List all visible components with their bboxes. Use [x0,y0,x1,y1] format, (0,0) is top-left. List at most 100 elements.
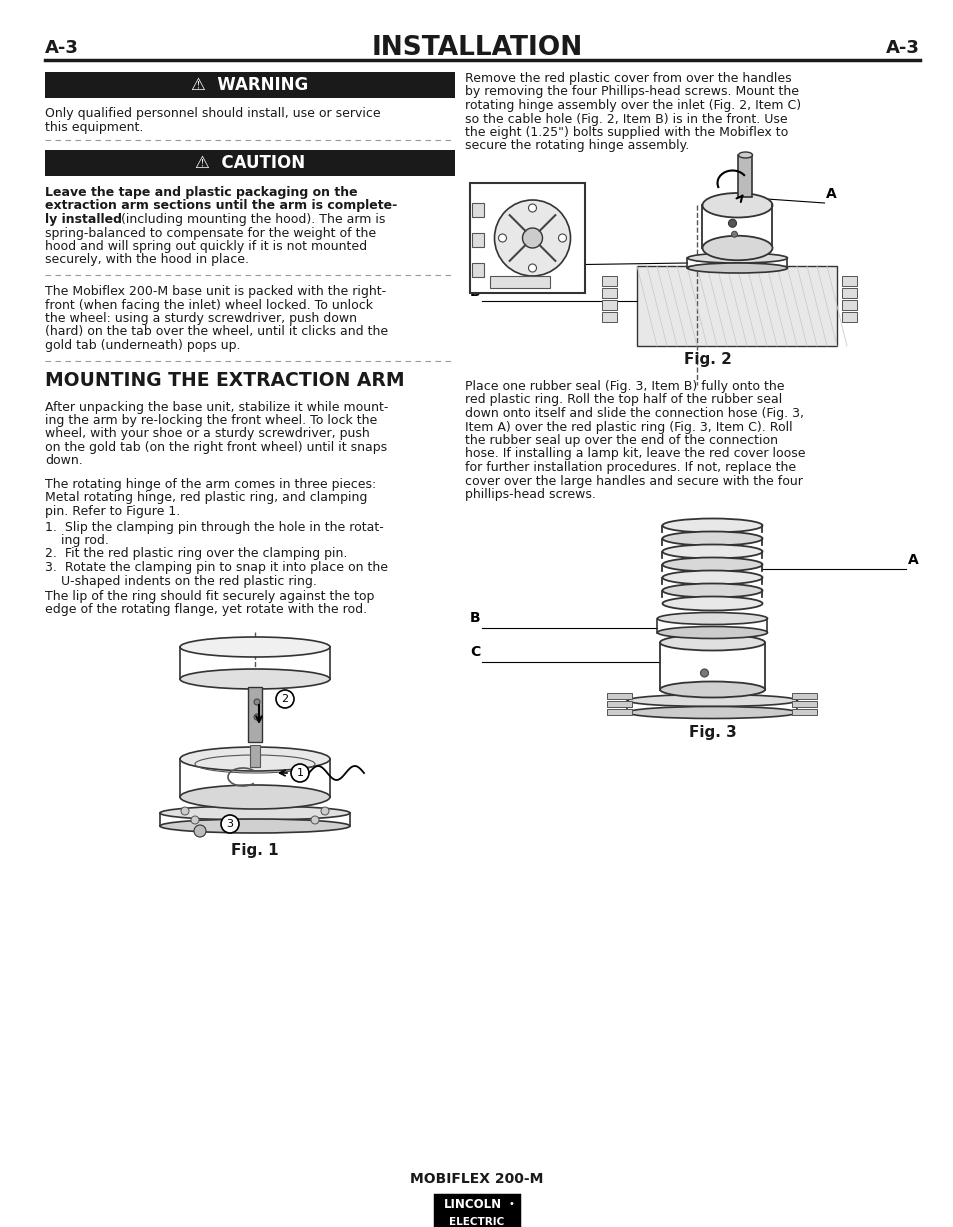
Text: cover over the large handles and secure with the four: cover over the large handles and secure … [464,475,802,487]
Circle shape [221,815,239,833]
Text: down onto itself and slide the connection hose (Fig. 3,: down onto itself and slide the connectio… [464,407,803,420]
Circle shape [320,807,329,815]
Ellipse shape [160,818,350,833]
Text: Place one rubber seal (Fig. 3, Item B) fully onto the: Place one rubber seal (Fig. 3, Item B) f… [464,380,783,393]
Text: MOUNTING THE EXTRACTION ARM: MOUNTING THE EXTRACTION ARM [45,371,404,389]
Text: B: B [470,285,480,299]
Text: ing the arm by re-locking the front wheel. To lock the: ing the arm by re-locking the front whee… [45,413,376,427]
Text: by removing the four Phillips-head screws. Mount the: by removing the four Phillips-head screw… [464,86,799,98]
Text: 3.  Rotate the clamping pin to snap it into place on the: 3. Rotate the clamping pin to snap it in… [45,561,388,574]
Circle shape [731,231,737,237]
Text: secure the rotating hinge assembly.: secure the rotating hinge assembly. [464,140,688,152]
Ellipse shape [180,637,330,656]
Circle shape [291,764,309,782]
Text: on the gold tab (on the right front wheel) until it snaps: on the gold tab (on the right front whee… [45,440,387,454]
Text: (hard) on the tab over the wheel, until it clicks and the: (hard) on the tab over the wheel, until … [45,325,388,339]
Bar [841,312,857,321]
Ellipse shape [661,519,761,533]
Ellipse shape [627,694,797,707]
Text: the wheel: using a sturdy screwdriver, push down: the wheel: using a sturdy screwdriver, p… [45,312,356,325]
Text: securely, with the hood in place.: securely, with the hood in place. [45,254,249,266]
Circle shape [253,714,260,720]
Circle shape [193,825,206,837]
Text: B: B [470,611,480,626]
Bar [436,1196,517,1214]
Text: Fig. 3: Fig. 3 [688,724,736,740]
Text: Remove the red plastic cover from over the handles: Remove the red plastic cover from over t… [464,72,791,85]
Bar [738,155,752,198]
Bar [472,202,483,217]
Circle shape [528,264,536,272]
Text: the eight (1.25") bolts supplied with the Mobiflex to: the eight (1.25") bolts supplied with th… [464,126,787,139]
Text: pin. Refer to Figure 1.: pin. Refer to Figure 1. [45,506,180,518]
Text: phillips-head screws.: phillips-head screws. [464,488,596,501]
Text: Fig. 1: Fig. 1 [231,843,278,858]
Text: Item A) over the red plastic ring (Fig. 3, Item C). Roll: Item A) over the red plastic ring (Fig. … [464,421,792,433]
Ellipse shape [661,584,761,598]
Text: A: A [907,553,918,567]
Bar [435,1195,518,1227]
Text: The lip of the ring should fit securely against the top: The lip of the ring should fit securely … [45,590,374,602]
Text: Fig. 2: Fig. 2 [683,352,731,367]
Ellipse shape [738,152,752,158]
Text: Metal rotating hinge, red plastic ring, and clamping: Metal rotating hinge, red plastic ring, … [45,492,367,504]
Text: The Mobiflex 200-M base unit is packed with the right-: The Mobiflex 200-M base unit is packed w… [45,285,386,298]
Text: 2.  Fit the red plastic ring over the clamping pin.: 2. Fit the red plastic ring over the cla… [45,547,347,561]
Text: ing rod.: ing rod. [45,534,109,547]
Text: The rotating hinge of the arm comes in three pieces:: The rotating hinge of the arm comes in t… [45,479,375,491]
Text: ELECTRIC: ELECTRIC [449,1217,504,1227]
Bar [602,288,617,298]
Ellipse shape [687,263,786,272]
Text: gold tab (underneath) pops up.: gold tab (underneath) pops up. [45,339,240,352]
Text: so the cable hole (Fig. 2, Item B) is in the front. Use: so the cable hole (Fig. 2, Item B) is in… [464,113,787,125]
Ellipse shape [661,545,761,558]
Bar [602,299,617,310]
Circle shape [191,816,199,825]
Text: this equipment.: this equipment. [45,120,143,134]
Text: spring-balanced to compensate for the weight of the: spring-balanced to compensate for the we… [45,227,375,239]
Text: A: A [824,187,836,201]
Ellipse shape [160,806,350,820]
Bar [490,276,550,288]
Text: U-shaped indents on the red plastic ring.: U-shaped indents on the red plastic ring… [45,574,316,588]
Text: After unpacking the base unit, stabilize it while mount-: After unpacking the base unit, stabilize… [45,400,388,413]
Circle shape [181,807,189,815]
Text: ⚠  WARNING: ⚠ WARNING [192,76,309,94]
Text: Leave the tape and plastic packaging on the: Leave the tape and plastic packaging on … [45,187,357,199]
Bar [602,312,617,321]
Ellipse shape [180,747,330,771]
Text: 1.  Slip the clamping pin through the hole in the rotat-: 1. Slip the clamping pin through the hol… [45,520,383,534]
Bar [250,745,260,767]
Bar [470,183,584,293]
Circle shape [253,699,260,706]
Circle shape [700,669,708,677]
Bar [472,233,483,247]
Text: (including mounting the hood). The arm is: (including mounting the hood). The arm i… [117,213,385,226]
Text: 1: 1 [296,768,303,778]
Circle shape [498,234,506,242]
Ellipse shape [657,612,767,625]
Text: for further installation procedures. If not, replace the: for further installation procedures. If … [464,461,796,474]
Ellipse shape [661,557,761,572]
Text: •: • [508,1199,514,1209]
Text: rotating hinge assembly over the inlet (Fig. 2, Item C): rotating hinge assembly over the inlet (… [464,99,801,112]
Bar [607,708,632,714]
Text: edge of the rotating flange, yet rotate with the rod.: edge of the rotating flange, yet rotate … [45,604,367,616]
Text: hood and will spring out quickly if it is not mounted: hood and will spring out quickly if it i… [45,240,367,253]
Ellipse shape [701,193,772,217]
Text: 3: 3 [226,818,233,829]
Bar [45,72,455,98]
Ellipse shape [180,669,330,690]
Circle shape [494,200,570,276]
Bar [607,692,632,698]
Bar [607,701,632,707]
Text: INSTALLATION: INSTALLATION [371,36,582,61]
Ellipse shape [661,596,761,611]
Text: ly installed: ly installed [45,213,122,226]
Text: LINCOLN: LINCOLN [443,1198,501,1211]
Bar [436,1214,517,1227]
Bar [792,708,817,714]
Bar [841,276,857,286]
Bar [472,263,483,277]
Bar [602,276,617,286]
